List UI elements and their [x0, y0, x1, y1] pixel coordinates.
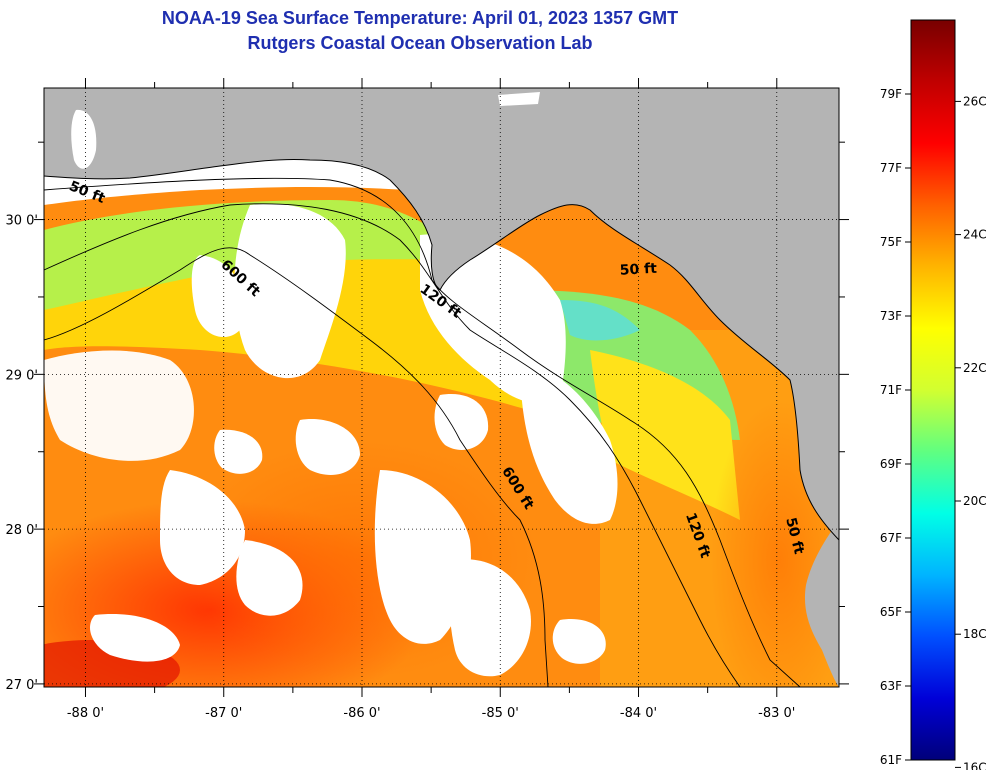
grid-lines — [44, 88, 839, 687]
sst-cyan-patch — [560, 300, 640, 341]
lon-tick-label: -88 0' — [67, 706, 104, 721]
colorbar — [910, 19, 956, 761]
colorbar-label-f: 71F — [880, 383, 902, 397]
colorbar-label-f: 69F — [880, 457, 902, 471]
colorbar-label-f: 77F — [880, 161, 902, 175]
mobile-bay — [71, 109, 97, 169]
map-frame — [43, 87, 840, 688]
lon-tick-label: -83 0' — [758, 706, 795, 721]
inland-cloud — [498, 92, 540, 106]
colorbar-label-c: 16C — [963, 760, 987, 770]
colorbar-labels: 79F 77F 75F 73F 71F 69F 67F 65F 63F 61F 26C 24C 22C 2… — [880, 87, 987, 770]
lat-tick-label: 29 0' — [5, 368, 38, 383]
lon-tick-label: -85 0' — [482, 706, 519, 721]
colorbar-label-f: 61F — [880, 753, 902, 767]
lon-tick-label: -87 0' — [205, 706, 242, 721]
lat-tick-label: 28 0' — [5, 523, 38, 538]
colorbar-label-f: 79F — [880, 87, 902, 101]
lat-tick-label: 30 0' — [5, 214, 38, 229]
colorbar-label-c: 22C — [963, 361, 987, 375]
lon-tick-label: -86 0' — [343, 706, 380, 721]
contour-600ft — [44, 247, 549, 687]
colorbar-label-c: 26C — [963, 94, 987, 108]
land-mass — [44, 88, 839, 540]
map-title: NOAA-19 Sea Surface Temperature: April 0… — [161, 8, 679, 28]
map-plot-area — [44, 88, 839, 687]
colorbar-label-f: 75F — [880, 235, 902, 249]
map-subtitle: Rutgers Coastal Ocean Observation Lab — [247, 33, 593, 53]
lat-tick-label: 27 0' — [5, 678, 38, 693]
colorbar-label-f: 63F — [880, 679, 902, 693]
colorbar-label-c: 20C — [963, 494, 987, 508]
contour-label: 50 ft — [619, 261, 657, 279]
coastline — [44, 158, 839, 541]
sst-yellow-east — [590, 350, 740, 520]
colorbar-label-f: 65F — [880, 605, 902, 619]
lon-tick-label: -84 0' — [620, 706, 657, 721]
contour-120ft — [44, 203, 741, 687]
colorbar-label-c: 18C — [963, 627, 987, 641]
contour-50ft — [44, 177, 801, 687]
colorbar-label-c: 24C — [963, 228, 987, 242]
axis-ticks: -88 0' -87 0' -86 0' -85 0' -84 0' -83 0' 27 0… — [5, 78, 849, 721]
land-peninsula — [804, 520, 839, 687]
colorbar-label-f: 67F — [880, 531, 902, 545]
colorbar-label-f: 73F — [880, 309, 902, 323]
